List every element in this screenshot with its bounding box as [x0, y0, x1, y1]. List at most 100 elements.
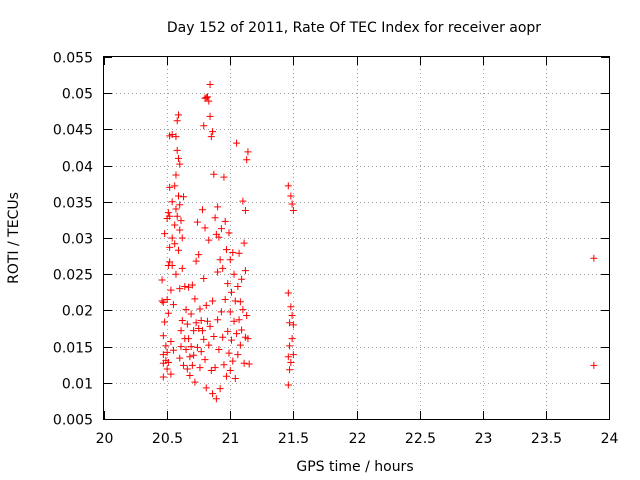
data-point [216, 385, 224, 393]
data-point [214, 268, 222, 276]
data-point [286, 319, 294, 327]
data-point [182, 306, 190, 314]
data-point [219, 333, 227, 341]
data-point [207, 133, 215, 141]
data-point [202, 384, 210, 392]
data-point [163, 365, 171, 373]
data-point [217, 308, 225, 316]
data-point [284, 353, 292, 361]
plot-border [103, 56, 610, 420]
data-point [191, 378, 199, 386]
data-point [217, 225, 225, 233]
data-point [173, 146, 181, 154]
y-tick-label: 0.045 [53, 123, 93, 139]
data-point [183, 365, 191, 373]
data-point [186, 372, 194, 380]
data-point [198, 327, 206, 335]
data-point [164, 359, 172, 367]
grid-lines [104, 57, 609, 419]
data-point [210, 170, 218, 178]
x-tick-label: 20 [96, 431, 114, 447]
data-point [214, 203, 222, 211]
data-point [173, 212, 181, 220]
y-tick-label: 0.04 [62, 160, 93, 176]
data-point [171, 182, 179, 190]
data-point [287, 192, 295, 200]
data-point [159, 373, 167, 381]
data-point [192, 319, 200, 327]
data-point [243, 311, 251, 319]
y-tick-label: 0.015 [53, 341, 93, 357]
data-point [168, 130, 176, 138]
data-point [192, 257, 200, 265]
data-point [167, 286, 175, 294]
data-point [163, 348, 171, 356]
data-point [244, 148, 252, 156]
data-point [171, 240, 179, 248]
data-point [230, 317, 238, 325]
data-point [234, 283, 242, 291]
x-tick-label: 20.5 [152, 431, 183, 447]
data-point [177, 327, 185, 335]
data-point [172, 133, 180, 141]
data-point [288, 335, 296, 343]
data-point [177, 343, 185, 351]
data-point [171, 221, 179, 229]
y-tick-label: 0.025 [53, 268, 93, 284]
data-point [172, 205, 180, 213]
data-point [183, 320, 191, 328]
data-point [169, 301, 177, 309]
data-point [209, 297, 217, 305]
data-point [193, 343, 201, 351]
data-point [225, 229, 233, 237]
data-point [186, 353, 194, 361]
data-point [211, 364, 219, 372]
x-tick-label: 21.5 [278, 431, 309, 447]
data-point [169, 346, 177, 354]
data-point [231, 297, 239, 305]
data-point [167, 370, 175, 378]
data-point [205, 97, 213, 105]
data-point [195, 251, 203, 259]
data-point [235, 316, 243, 324]
data-point [174, 111, 182, 119]
x-tick-label: 21 [222, 431, 240, 447]
y-tick-label: 0.01 [62, 377, 93, 393]
data-point [229, 248, 237, 256]
data-point [174, 192, 182, 200]
data-point [590, 361, 598, 369]
y-tick-label: 0.035 [53, 196, 93, 212]
chart-title: Day 152 of 2011, Rate Of TEC Index for r… [167, 20, 541, 36]
data-point [220, 361, 228, 369]
x-tick-label: 24 [601, 431, 619, 447]
data-point [233, 330, 241, 338]
x-tick-label: 23.5 [531, 431, 562, 447]
data-point [228, 288, 236, 296]
data-point [287, 359, 295, 367]
data-point [245, 360, 253, 368]
data-point [204, 93, 212, 101]
data-point [161, 318, 169, 326]
data-point [185, 335, 193, 343]
data-point [221, 296, 229, 304]
data-point [224, 327, 232, 335]
data-point [158, 297, 166, 305]
data-point [225, 349, 233, 357]
x-tick-label: 22.5 [405, 431, 436, 447]
y-tick-label: 0.03 [62, 232, 93, 248]
data-point [178, 264, 186, 272]
y-tick-label: 0.02 [62, 304, 93, 320]
data-point [166, 258, 174, 266]
data-point [187, 310, 195, 318]
data-point [210, 332, 218, 340]
data-point [180, 193, 188, 201]
data-point [197, 317, 205, 325]
data-point [166, 243, 174, 251]
data-point [207, 366, 215, 374]
data-point [182, 345, 190, 353]
data-point [590, 254, 598, 262]
data-point [284, 182, 292, 190]
data-point [173, 117, 181, 125]
data-point [287, 303, 295, 311]
data-point [235, 249, 243, 257]
